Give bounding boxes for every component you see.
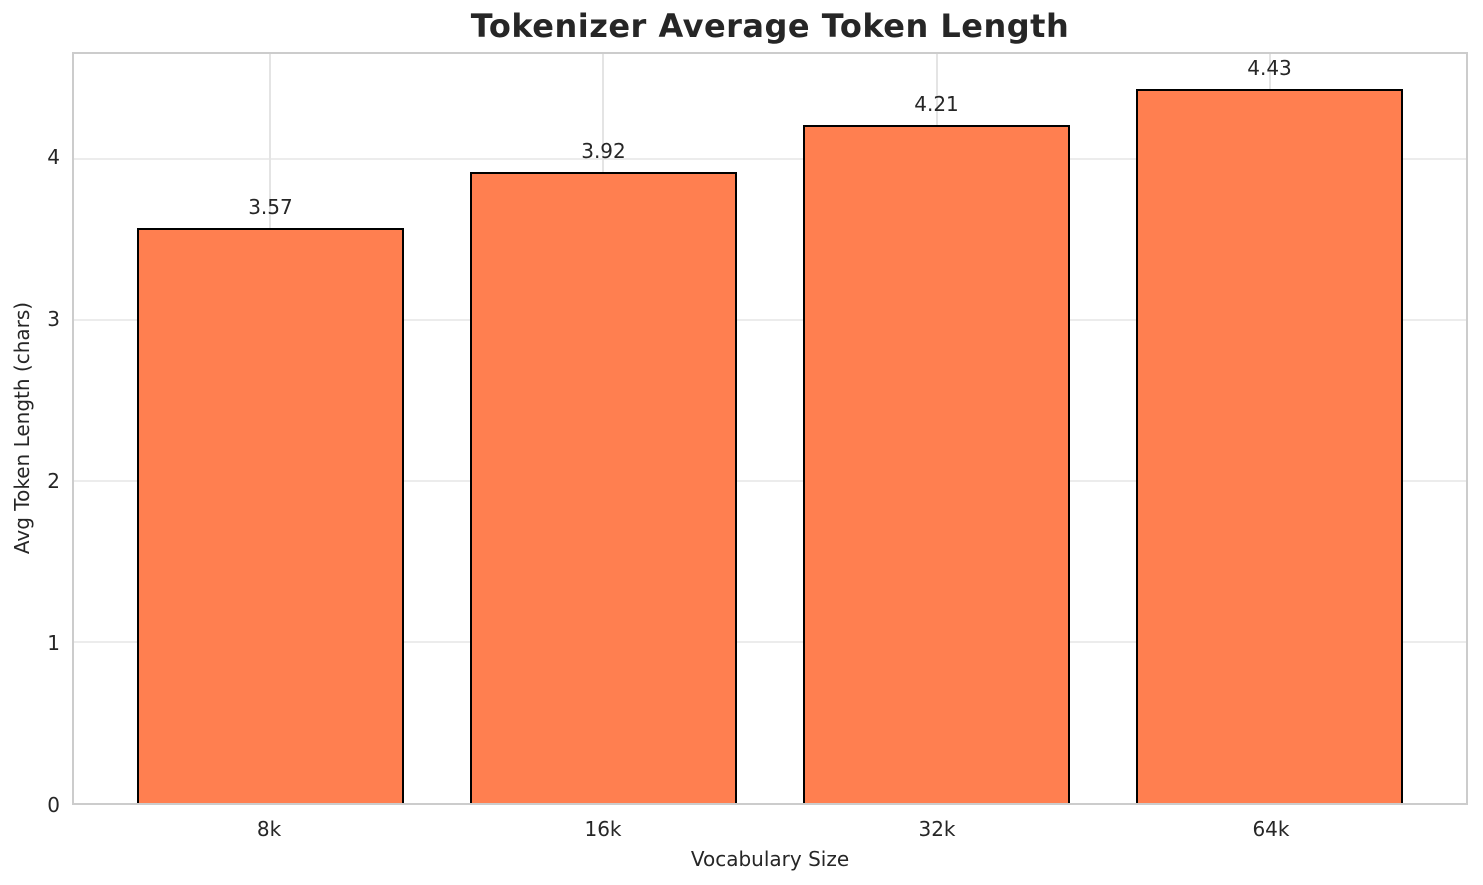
y-axis-label: Avg Token Length (chars)	[10, 301, 34, 555]
x-tick-label: 32k	[918, 817, 956, 841]
bar-16k	[470, 171, 737, 803]
bar-value-label: 3.57	[248, 194, 293, 219]
gridline-horizontal	[74, 640, 1466, 643]
gridline-horizontal	[74, 318, 1466, 321]
gridline-horizontal	[74, 157, 1466, 160]
y-tick-label: 3	[47, 307, 60, 332]
x-axis-label: Vocabulary Size	[690, 847, 850, 871]
plot-area: 3.57 3.92 4.21 4.43	[72, 52, 1468, 805]
bar-value-label: 4.21	[914, 91, 959, 116]
gridline-horizontal	[74, 479, 1466, 482]
y-tick-label: 1	[47, 631, 60, 656]
y-tick-label: 4	[47, 145, 60, 170]
y-tick-label: 2	[47, 469, 60, 494]
x-tick-label: 8k	[256, 817, 282, 841]
x-tick-label: 16k	[584, 817, 622, 841]
bar-value-label: 3.92	[581, 138, 626, 163]
y-tick-label: 0	[47, 793, 60, 817]
bar-value-label: 4.43	[1247, 56, 1292, 81]
bar-8k	[137, 227, 404, 803]
x-axis-ticks: 8k 16k 32k 64k	[72, 807, 1468, 843]
x-tick-label: 64k	[1252, 817, 1290, 841]
bar-32k	[803, 124, 1070, 803]
bar-64k	[1136, 89, 1403, 803]
y-axis-ticks: 0 1 2 3 4	[0, 52, 60, 815]
chart-title: Tokenizer Average Token Length	[470, 7, 1070, 45]
